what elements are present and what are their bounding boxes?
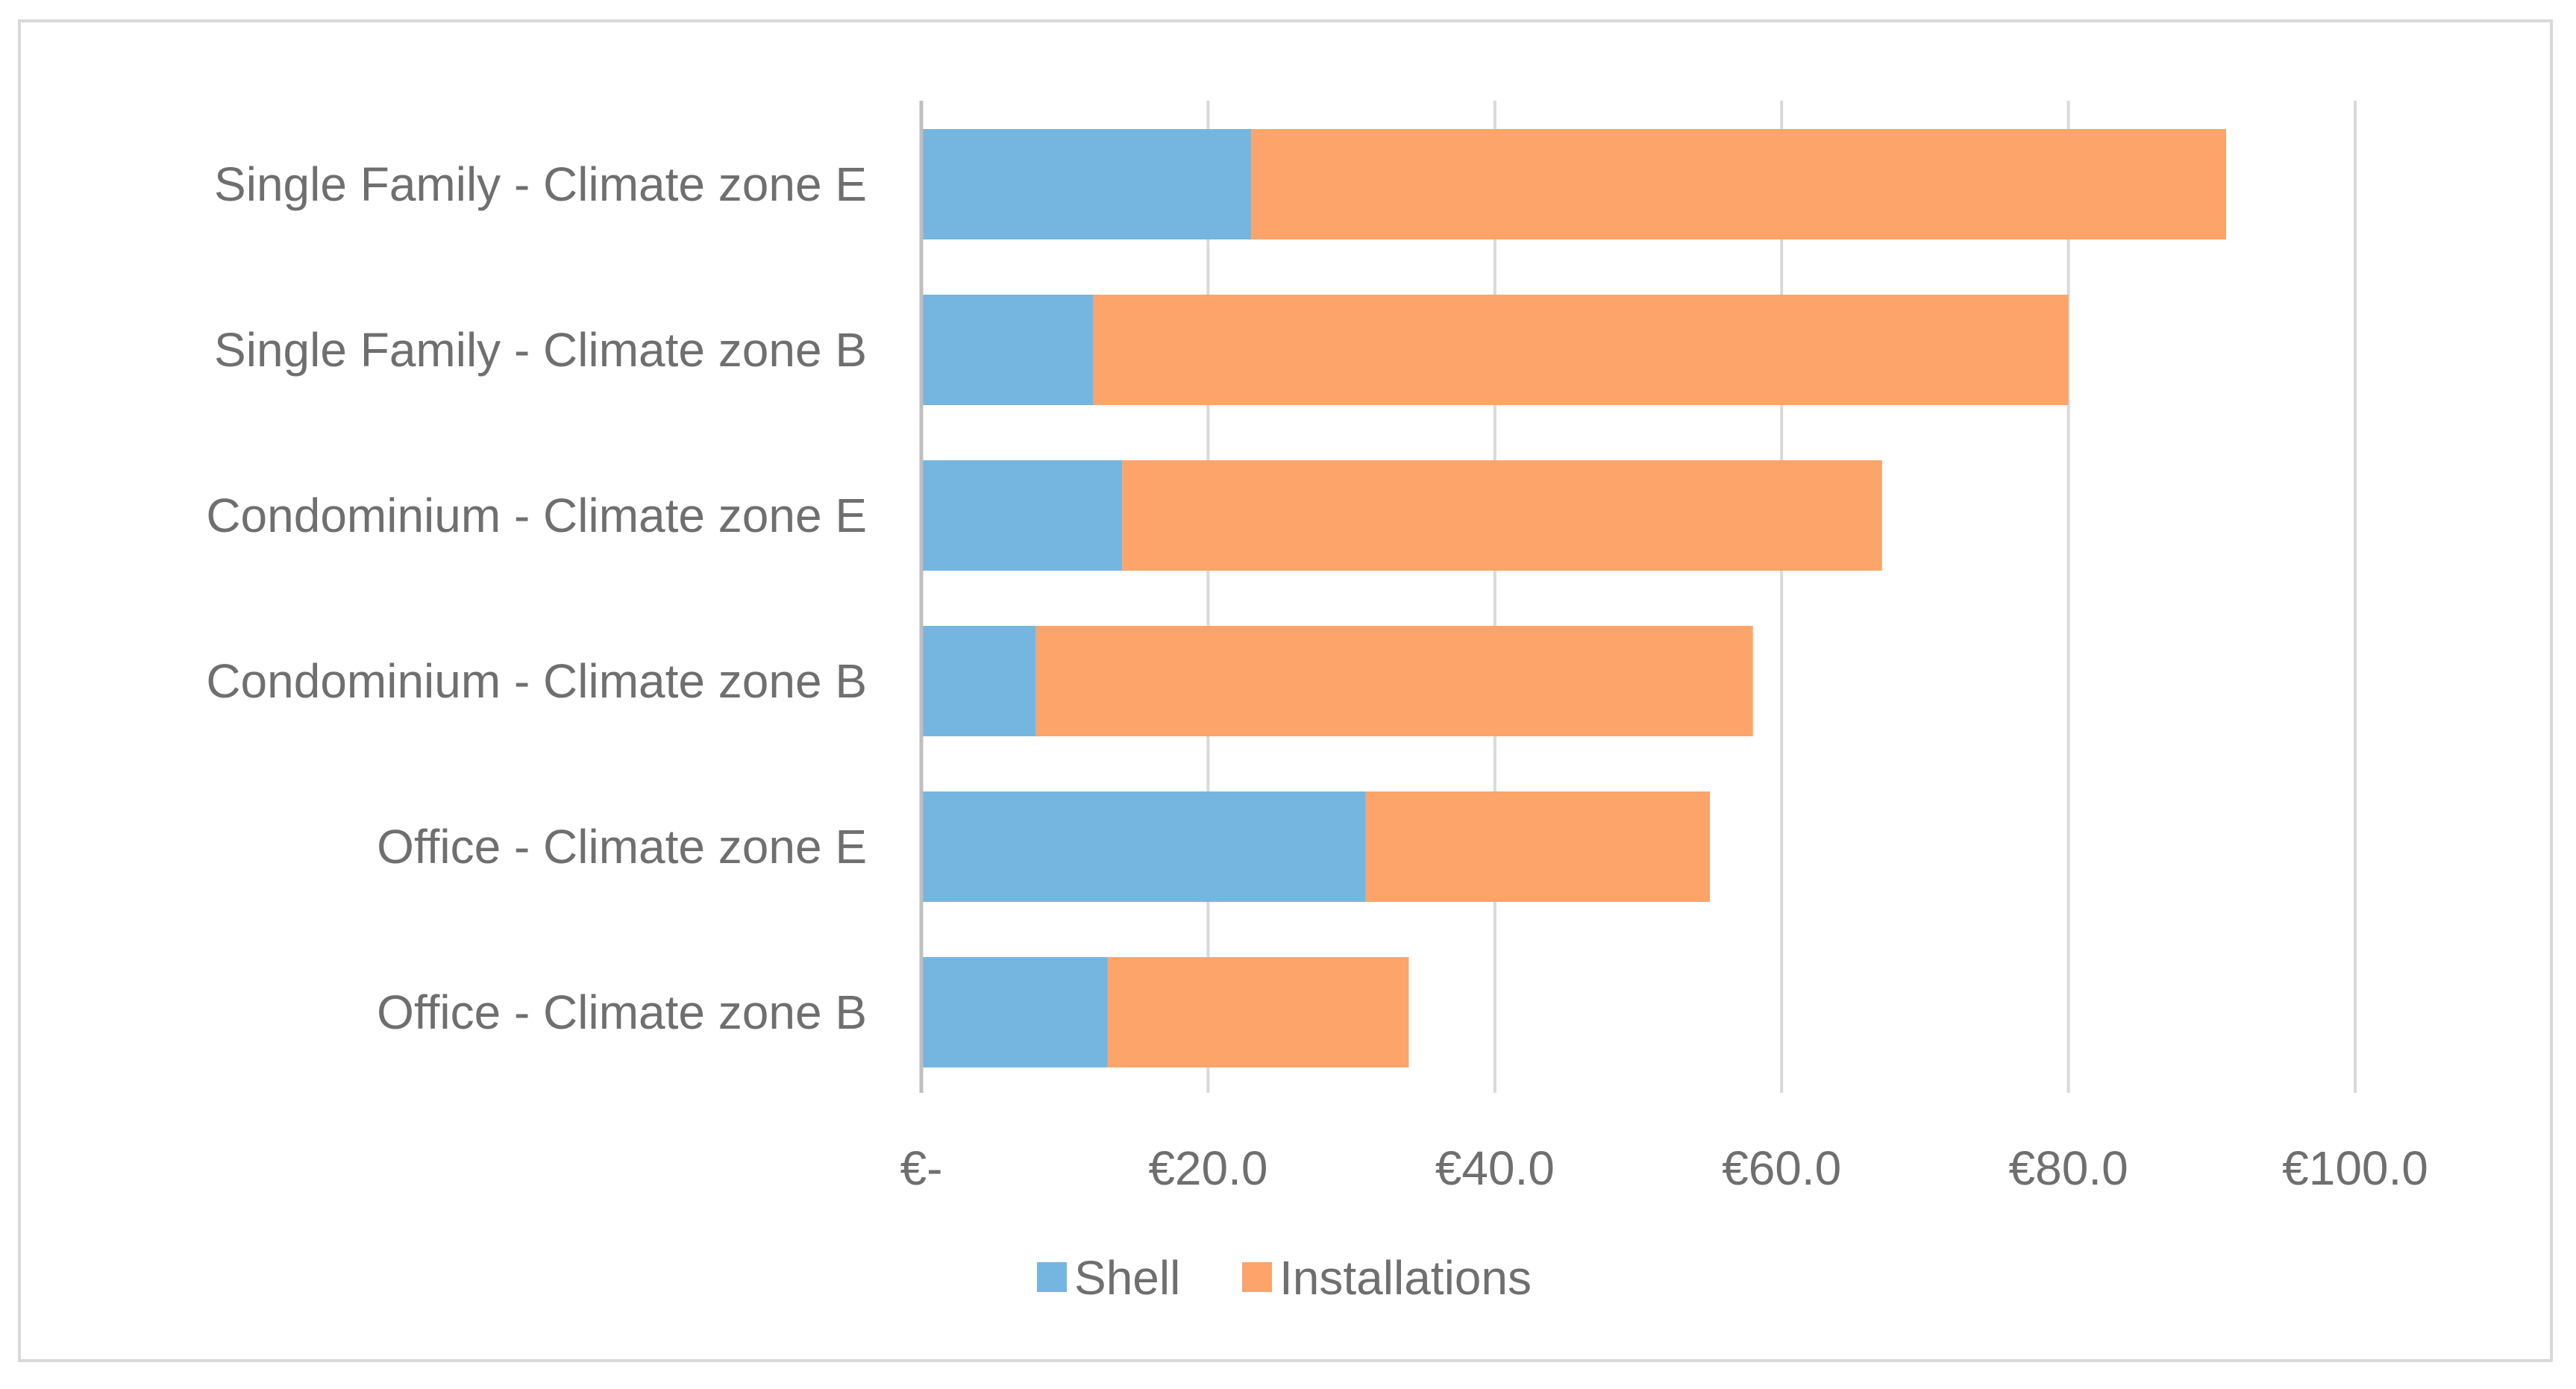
x-tick-labels: €- €20.0 €40.0 €60.0 €80.0 €100.0 (900, 1141, 2428, 1195)
category-label: Office - Climate zone B (377, 985, 867, 1039)
bar-shell-0 (921, 129, 1252, 239)
category-labels: Single Family - Climate zone E Single Fam… (206, 157, 867, 1039)
x-tick-label: €60.0 (1722, 1141, 1841, 1195)
category-label: Condominium - Climate zone E (206, 489, 867, 542)
bar-installations-4 (1365, 791, 1711, 902)
legend: Shell Installations (1037, 1251, 1532, 1305)
bar-shell-5 (921, 957, 1108, 1067)
bar-installations-3 (1035, 626, 1753, 736)
bar-shell-4 (921, 791, 1366, 902)
legend-swatch-installations (1242, 1262, 1272, 1292)
legend-swatch-shell (1037, 1262, 1067, 1292)
bar-shell-2 (921, 460, 1123, 571)
category-label: Single Family - Climate zone E (214, 157, 867, 211)
bar-shell-3 (921, 626, 1036, 736)
bar-installations-2 (1122, 460, 1882, 571)
bars (921, 129, 2227, 1067)
x-tick-label: €100.0 (2282, 1141, 2428, 1195)
x-tick-label: €20.0 (1148, 1141, 1267, 1195)
bar-shell-1 (921, 295, 1094, 405)
legend-label-installations: Installations (1279, 1251, 1532, 1305)
category-label: Single Family - Climate zone B (214, 323, 867, 377)
bar-installations-0 (1251, 129, 2227, 239)
bar-installations-1 (1093, 295, 2069, 405)
category-label: Condominium - Climate zone B (206, 654, 867, 708)
x-tick-label: €80.0 (2009, 1141, 2128, 1195)
category-label: Office - Climate zone E (377, 820, 867, 874)
gridlines (1206, 101, 2357, 1093)
x-tick-label: €40.0 (1435, 1141, 1555, 1195)
legend-label-shell: Shell (1074, 1251, 1180, 1305)
bar-installations-5 (1107, 957, 1409, 1067)
x-tick-label: €- (900, 1141, 943, 1195)
